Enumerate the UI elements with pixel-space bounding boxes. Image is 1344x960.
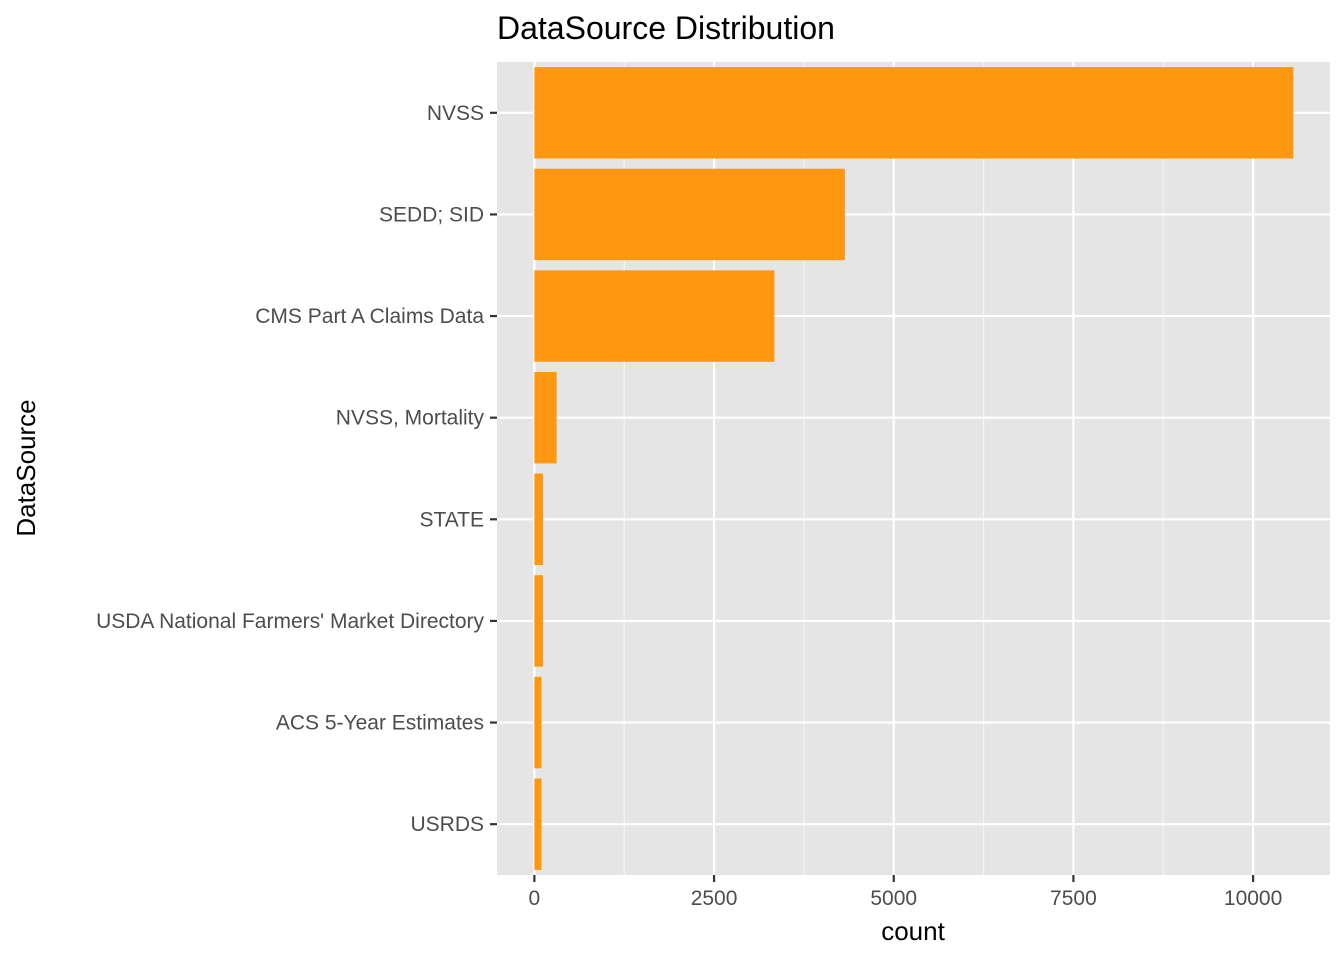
- bar-usda-national-farmers-market-directory: [534, 575, 543, 667]
- bar-sedd-sid: [534, 168, 845, 261]
- x-tick-label: 2500: [691, 887, 738, 910]
- x-tick-label: 0: [529, 887, 541, 910]
- x-tick-label: 5000: [870, 887, 917, 910]
- y-tick-label: USDA National Farmers' Market Directory: [96, 610, 484, 633]
- y-tick-label: CMS Part A Claims Data: [255, 305, 484, 328]
- chart-title: DataSource Distribution: [497, 10, 835, 46]
- bar-cms-part-a-claims-data: [534, 270, 775, 362]
- y-tick-label: STATE: [419, 508, 484, 531]
- x-axis-title: count: [881, 916, 945, 946]
- bar-acs-5-year-estimates: [534, 676, 542, 769]
- bar-state: [534, 473, 543, 566]
- bars: [534, 67, 1294, 870]
- x-tick-label: 10000: [1224, 887, 1282, 910]
- y-tick-label: NVSS, Mortality: [336, 407, 485, 430]
- y-tick-label: NVSS: [427, 102, 484, 125]
- bar-nvss: [534, 67, 1294, 159]
- x-axis: 0 2500 5000 7500 10000: [529, 875, 1282, 910]
- y-tick-label: USRDS: [410, 813, 484, 836]
- y-axis: NVSS SEDD; SID CMS Part A Claims Data NVSS,…: [96, 102, 497, 836]
- y-tick-label: ACS 5-Year Estimates: [276, 712, 484, 735]
- y-tick-label: SEDD; SID: [379, 203, 484, 226]
- x-tick-label: 7500: [1050, 887, 1097, 910]
- bar-usrds: [534, 778, 542, 870]
- y-axis-title: DataSource: [11, 399, 41, 536]
- bar-nvss-mortality: [534, 371, 557, 464]
